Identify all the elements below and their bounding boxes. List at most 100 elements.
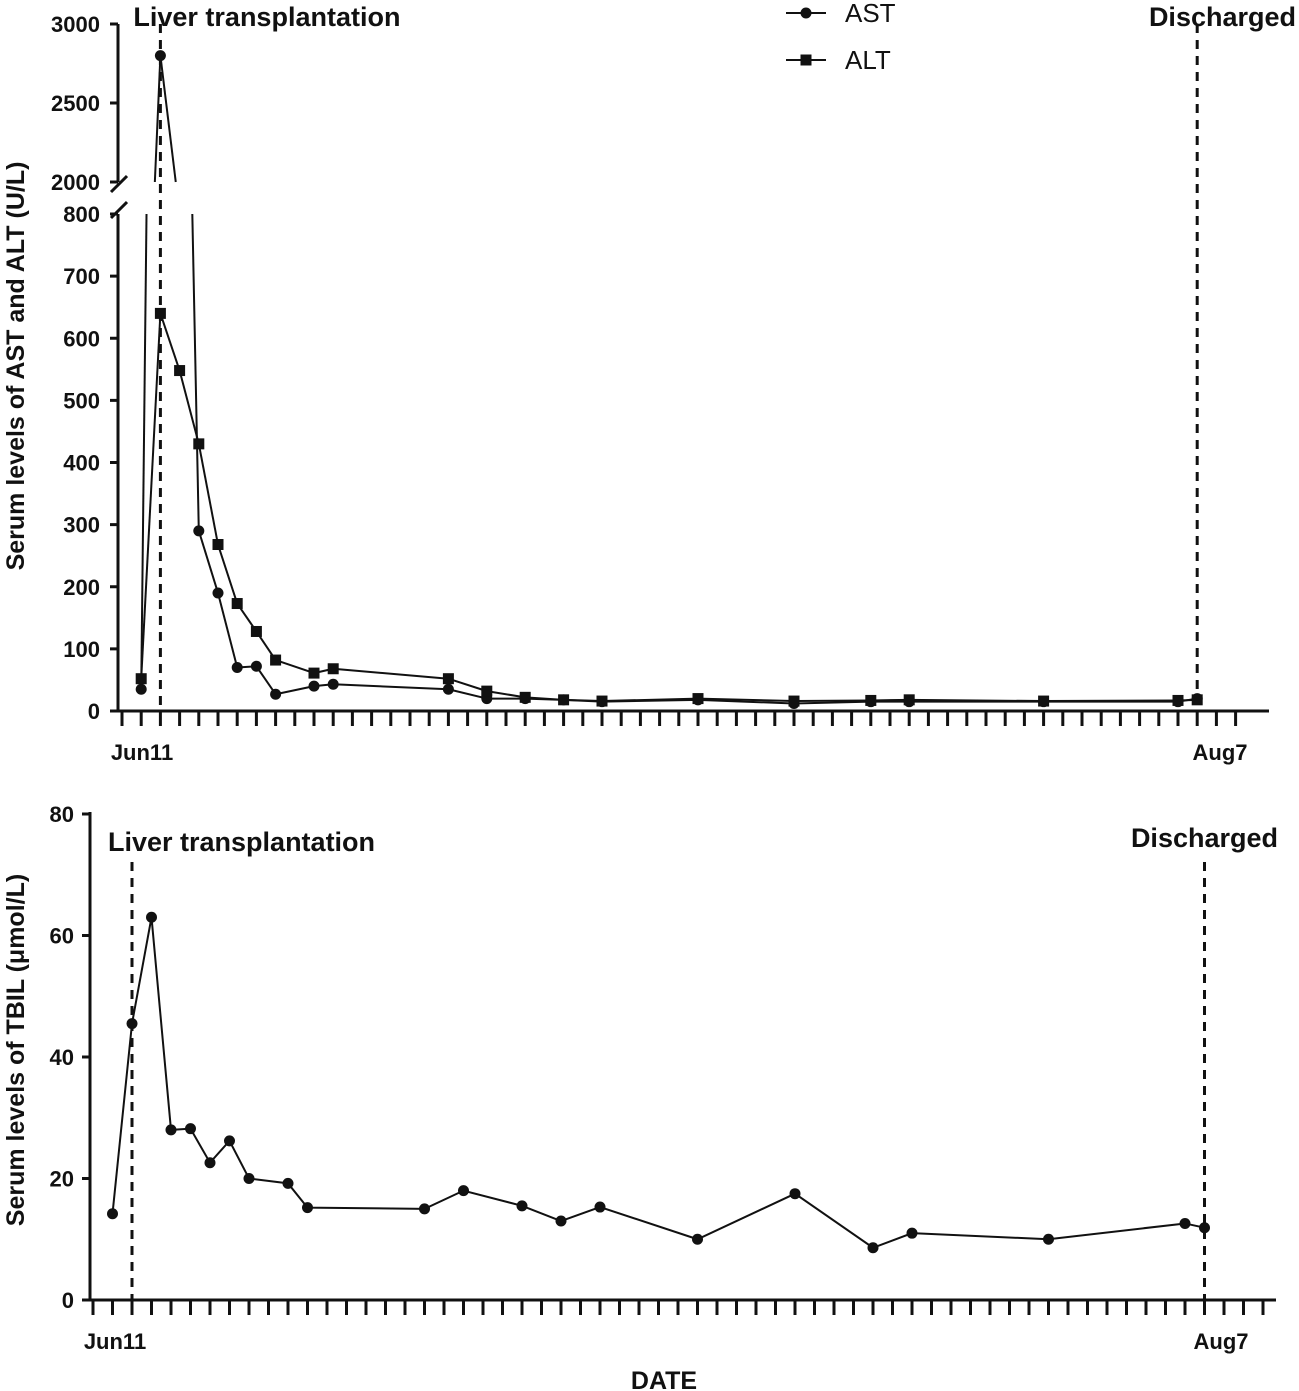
ast-line-segment xyxy=(140,213,148,690)
legend-label-ast: AST xyxy=(845,0,896,28)
alt-point xyxy=(788,695,800,707)
alt-point xyxy=(596,695,608,707)
alt-line-segment xyxy=(333,667,449,680)
alt-point xyxy=(1038,695,1050,707)
ast-line-segment xyxy=(159,55,177,183)
y-tick-label: 3000 xyxy=(51,12,100,37)
tbil-point xyxy=(146,911,157,923)
aminotransferase-chart: Serum levels of AST and ALT (U/L) 200025… xyxy=(2,0,1296,765)
series-tbil xyxy=(107,911,1210,1254)
bilirubin-chart: Serum levels of TBIL (μmol/L) 020406080 … xyxy=(2,802,1278,1391)
y-tick-label: 0 xyxy=(88,699,100,724)
tbil-point xyxy=(107,1208,118,1220)
y-tick-label: 60 xyxy=(50,924,74,949)
alt-line-segment xyxy=(178,370,200,445)
top-y-axis-title: Serum levels of AST and ALT (U/L) xyxy=(2,162,30,571)
alt-line-segment xyxy=(448,677,488,693)
alt-line-segment xyxy=(1043,699,1179,703)
series-ast xyxy=(135,50,1203,710)
tbil-point xyxy=(1199,1222,1210,1234)
alt-point xyxy=(135,673,147,685)
ast-line-segment xyxy=(333,683,449,691)
alt-point xyxy=(903,694,915,706)
tbil-point xyxy=(906,1227,918,1239)
y-tick-label: 100 xyxy=(63,637,100,662)
ast-line-segment xyxy=(448,688,488,700)
ast-point xyxy=(308,680,320,692)
legend-entry-ast: AST xyxy=(786,0,896,28)
alt-line-segment xyxy=(275,659,315,675)
tbil-point xyxy=(867,1242,879,1254)
legend-square-marker xyxy=(800,54,812,66)
bottom-event-markers: Liver transplantation Discharged xyxy=(108,823,1278,1300)
discharged-label: Discharged xyxy=(1131,823,1278,853)
alt-point xyxy=(442,673,454,685)
ast-point xyxy=(212,587,224,599)
y-tick-label: 2500 xyxy=(51,91,100,116)
alt-point xyxy=(154,307,166,319)
alt-line-segment xyxy=(486,690,526,699)
tbil-point xyxy=(555,1215,567,1227)
tbil-point xyxy=(789,1188,801,1200)
bottom-x-axis-title: DATE xyxy=(631,1367,697,1391)
liver-transplantation-label: Liver transplantation xyxy=(108,827,375,857)
ast-line-segment xyxy=(217,592,239,668)
ast-line-segment xyxy=(191,213,200,531)
tbil-point xyxy=(302,1202,313,1214)
ast-point xyxy=(154,50,166,62)
top-x-tick-label-start: Jun11 xyxy=(111,740,173,765)
alt-line-segment xyxy=(525,696,564,701)
ast-point xyxy=(250,660,262,672)
tbil-point xyxy=(692,1233,703,1245)
y-tick-label: 400 xyxy=(63,451,100,476)
alt-point xyxy=(692,693,704,705)
alt-point xyxy=(865,694,877,706)
alt-point xyxy=(558,694,570,706)
y-tick-label: 0 xyxy=(62,1288,74,1313)
discharged-label: Discharged xyxy=(1149,2,1296,32)
alt-point xyxy=(327,663,339,675)
y-tick-label: 300 xyxy=(63,513,100,538)
y-tick-label: 500 xyxy=(63,388,100,413)
liver-transplantation-label: Liver transplantation xyxy=(133,2,400,32)
tbil-point xyxy=(1043,1233,1054,1245)
alt-line-segment xyxy=(601,697,699,703)
alt-point xyxy=(270,654,282,666)
top-event-markers: Liver transplantation Discharged xyxy=(133,2,1296,711)
legend: AST ALT xyxy=(786,0,896,75)
alt-point xyxy=(1191,694,1203,706)
ast-point xyxy=(231,662,243,674)
y-tick-label: 800 xyxy=(63,202,100,227)
bottom-series xyxy=(107,911,1210,1254)
ast-line-segment xyxy=(197,530,219,594)
bottom-x-tick-label-end: Aug7 xyxy=(1194,1329,1249,1354)
y-tick-label: 2000 xyxy=(51,170,100,195)
top-x-tick-label-end: Aug7 xyxy=(1193,740,1248,765)
alt-line-segment xyxy=(870,698,910,702)
ast-line-segment xyxy=(153,55,162,183)
alt-point xyxy=(174,365,186,377)
legend-entry-alt: ALT xyxy=(786,45,891,75)
tbil-point xyxy=(126,1018,138,1030)
alt-line-segment xyxy=(159,313,181,371)
alt-point xyxy=(231,598,243,610)
tbil-point xyxy=(243,1173,255,1184)
alt-line-segment xyxy=(197,443,219,545)
tbil-point xyxy=(224,1135,235,1147)
ast-point xyxy=(327,678,339,690)
ast-line-segment xyxy=(793,700,871,705)
alt-point xyxy=(308,667,320,679)
alt-point xyxy=(519,691,531,703)
y-tick-label: 200 xyxy=(63,575,100,600)
ast-point xyxy=(135,683,147,695)
y-tick-label: 40 xyxy=(50,1045,74,1070)
ast-line-segment xyxy=(275,685,315,696)
ast-point xyxy=(442,683,454,695)
tbil-line xyxy=(111,917,1205,1249)
top-y-axis-break xyxy=(109,174,129,220)
alt-point xyxy=(212,539,224,551)
top-y-lower-ticks: 0 100 200 300 400 500 600 700 800 xyxy=(63,202,118,724)
tbil-point xyxy=(594,1201,606,1213)
bottom-y-axis-title: Serum levels of TBIL (μmol/L) xyxy=(2,874,30,1226)
